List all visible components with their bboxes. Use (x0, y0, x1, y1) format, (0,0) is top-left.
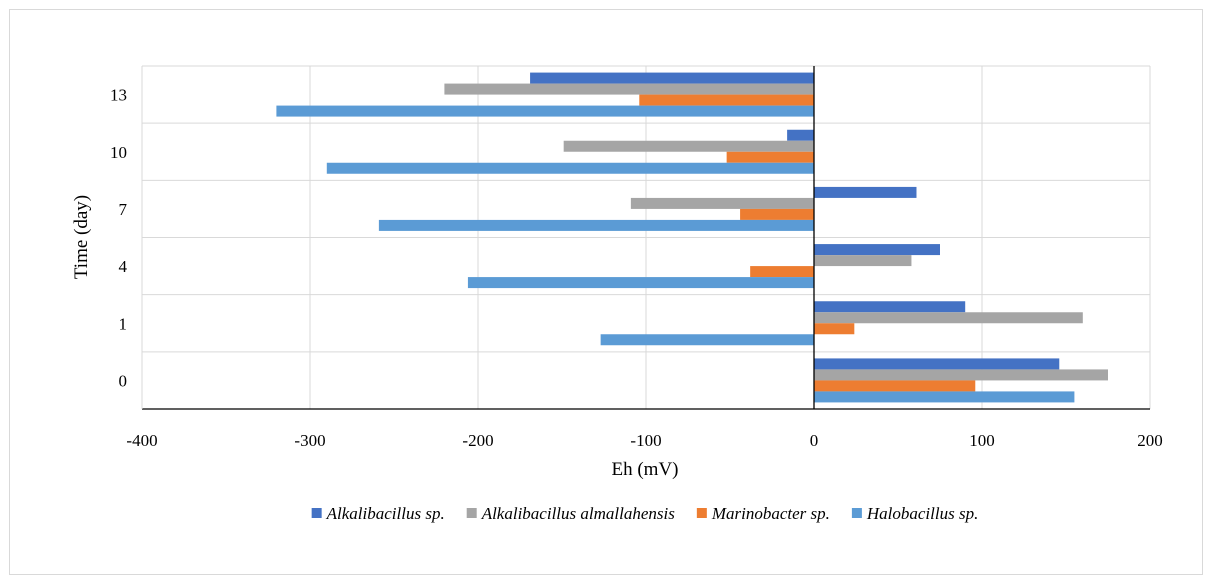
bar (814, 369, 1108, 381)
bar (378, 219, 814, 231)
y-tick-label: 10 (110, 143, 127, 162)
bar (639, 94, 814, 106)
chart-frame (9, 9, 1203, 575)
bar (750, 266, 814, 278)
bar (467, 277, 814, 289)
bar (814, 312, 1083, 324)
bar (814, 244, 940, 256)
bar (563, 140, 814, 152)
bar (787, 129, 814, 141)
bar (444, 83, 814, 95)
bar (814, 323, 855, 335)
x-tick-labels: -400 -300 -200 -100 0 100 200 (126, 431, 1162, 450)
y-tick-label: 7 (119, 200, 128, 219)
grid-lines (141, 65, 1151, 409)
x-tick-label: 0 (810, 431, 819, 450)
bar (814, 380, 976, 392)
y-tick-label: 4 (119, 257, 128, 276)
x-tick-label: -200 (462, 431, 493, 450)
bar (814, 255, 912, 267)
bar (326, 162, 814, 174)
legend-label: Alkalibacillus almallahensis (481, 504, 676, 523)
x-tick-label: 100 (969, 431, 995, 450)
x-tick-label: -400 (126, 431, 157, 450)
legend-swatch (851, 508, 862, 518)
bar (740, 208, 814, 220)
legend-swatch (311, 508, 322, 518)
y-tick-label: 1 (119, 314, 128, 333)
bar (630, 197, 814, 209)
y-tick-label: 13 (110, 86, 127, 105)
x-axis-title: Eh (mV) (611, 459, 678, 480)
y-tick-labels: 0 1 4 7 10 13 (110, 86, 128, 391)
legend-swatch (466, 508, 477, 518)
x-tick-label: -300 (294, 431, 325, 450)
y-tick-label: 0 (119, 371, 128, 390)
bar (814, 358, 1060, 370)
x-tick-label: -100 (630, 431, 661, 450)
bar (530, 72, 814, 84)
axes (141, 66, 1150, 410)
y-axis-title: Time (day) (71, 195, 92, 279)
legend-label: Halobacillus sp. (866, 504, 978, 523)
legend-label: Alkalibacillus sp. (326, 504, 445, 523)
legend: Alkalibacillus sp. Alkalibacillus almalla… (311, 504, 978, 523)
bars (276, 72, 1108, 403)
bar (726, 151, 814, 163)
legend-swatch (696, 508, 707, 518)
bar (600, 334, 814, 346)
legend-label: Marinobacter sp. (711, 504, 830, 523)
x-tick-label: 200 (1137, 431, 1163, 450)
bar (276, 105, 814, 117)
bar (814, 391, 1075, 403)
bar (814, 186, 917, 198)
bar (814, 301, 966, 313)
